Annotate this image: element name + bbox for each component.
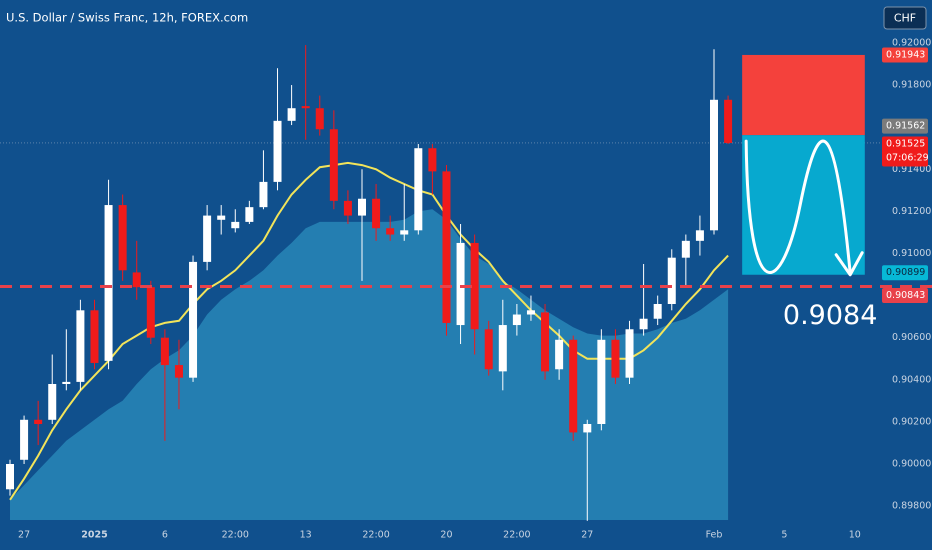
ma-line: [9, 161, 729, 501]
y-tick-label: 0.90000: [892, 459, 931, 470]
level-price-label-box: [882, 288, 928, 304]
candle-body: [315, 108, 324, 130]
candle-body: [695, 230, 704, 241]
y-tick-label: 0.90200: [892, 416, 931, 427]
currency-button[interactable]: [883, 6, 927, 30]
x-tick-label: 22:00: [503, 530, 530, 541]
candle-body: [6, 464, 14, 490]
candle-body: [20, 419, 29, 460]
currency-button-label[interactable]: CHF: [894, 12, 916, 25]
x-tick-label: Feb: [706, 530, 723, 541]
candle-body: [428, 148, 437, 172]
candle-body: [681, 240, 690, 258]
x-tick-label: 22:00: [222, 530, 249, 541]
target-text: 0.9084: [783, 300, 877, 331]
countdown: 07:06:29: [886, 152, 929, 163]
candle-body: [442, 171, 451, 323]
x-tick-label: 27: [581, 530, 593, 541]
candle-body: [456, 242, 465, 326]
last-price-label: 0.91525: [886, 138, 925, 149]
candle-body: [512, 314, 521, 326]
level-price-label: 0.90843: [886, 290, 925, 301]
candle-body: [118, 205, 127, 271]
x-tick-label: 10: [849, 530, 861, 541]
candle-body: [555, 339, 564, 370]
y-tick-label: 0.91400: [892, 164, 931, 175]
candle-body: [48, 384, 57, 420]
path-drawing: [744, 139, 852, 275]
candle-body: [343, 200, 352, 216]
candle-body: [498, 325, 507, 372]
arrow-head: [834, 251, 864, 277]
candle-body: [34, 419, 43, 424]
plot: [0, 45, 880, 521]
candle-body: [667, 257, 676, 304]
y-tick-label: 0.90400: [892, 374, 931, 385]
candle-body: [273, 120, 282, 182]
candle-body: [301, 106, 310, 109]
ma-area: [10, 209, 729, 521]
candle-body: [231, 221, 240, 229]
y-tick-label: 0.92000: [892, 37, 931, 48]
candle-body: [583, 424, 592, 433]
target-price-label: 0.90899: [886, 267, 925, 278]
candle-body: [62, 381, 71, 384]
candle-body: [484, 329, 493, 370]
stop-price-label-box: [882, 47, 928, 63]
candle-body: [414, 148, 423, 231]
candle-body: [526, 310, 535, 315]
candle-body: [541, 312, 550, 372]
chart-title: U.S. Dollar / Swiss Franc, 12h, FOREX.co…: [6, 11, 248, 25]
candle-body: [400, 230, 409, 235]
y-tick-label: 0.91200: [892, 206, 931, 217]
candle-body: [569, 339, 578, 433]
candle-body: [259, 181, 268, 208]
candle-body: [653, 304, 662, 319]
y-tick-label: 0.91000: [892, 248, 931, 259]
candle-body: [146, 287, 155, 338]
candle-body: [189, 261, 198, 378]
candle-body: [203, 215, 212, 262]
candle-body: [470, 242, 479, 330]
candle-body: [245, 207, 254, 222]
y-tick-label: 0.91800: [892, 80, 931, 91]
target-price-label-box: [882, 265, 928, 281]
candle-body: [160, 337, 169, 366]
x-tick-label: 27: [18, 530, 30, 541]
x-tick-label: 20: [440, 530, 452, 541]
candle-body: [90, 310, 99, 363]
x-tick-label: 13: [300, 530, 312, 541]
last-price-label-box: [882, 136, 928, 167]
x-tick-label: 5: [781, 530, 787, 541]
candle-body: [287, 108, 296, 121]
x-tick-label: 2025: [81, 530, 107, 541]
candle-body: [104, 205, 113, 361]
target-zone: [742, 135, 865, 275]
candle-body: [217, 215, 226, 220]
candle-body: [329, 129, 338, 201]
candle-body: [386, 228, 395, 235]
stop-zone: [742, 54, 865, 136]
candle-body: [710, 99, 718, 231]
candle-body: [132, 272, 141, 288]
y-tick-label: 0.90600: [892, 332, 931, 343]
candle-body: [372, 198, 381, 229]
candle-body: [639, 318, 648, 330]
y-tick-label: 0.89800: [892, 501, 931, 512]
x-tick-label: 22:00: [362, 530, 389, 541]
candle-body: [611, 339, 620, 378]
candle-body: [76, 310, 85, 382]
candle-body: [174, 365, 183, 378]
stop-price-label: 0.91943: [886, 49, 925, 60]
x-tick-label: 6: [162, 530, 168, 541]
candle-body: [625, 329, 634, 378]
candle-body: [724, 99, 733, 143]
entry-price-label-box: [882, 118, 928, 134]
entry-price-label: 0.91562: [886, 121, 925, 132]
candle-body: [597, 339, 606, 424]
candle-body: [358, 198, 366, 216]
